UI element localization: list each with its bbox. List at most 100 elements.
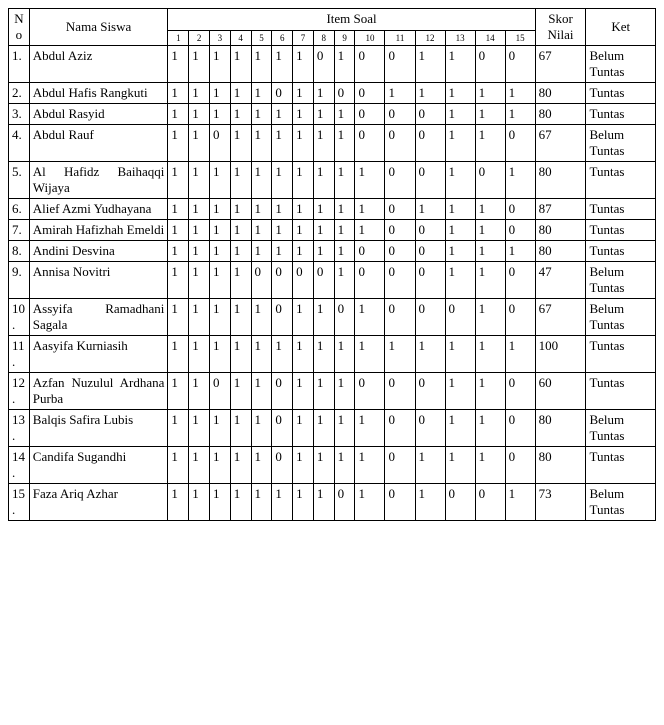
cell-ket: Tuntas: [586, 373, 656, 410]
cell-item: 1: [475, 125, 505, 162]
cell-item: 1: [272, 162, 293, 199]
cell-skor: 67: [535, 125, 586, 162]
score-table: N o Nama Siswa Item Soal Skor Nilai Ket …: [8, 8, 656, 521]
cell-item: 1: [251, 104, 272, 125]
cell-item: 1: [230, 220, 251, 241]
cell-item: 1: [313, 299, 334, 336]
cell-item: 1: [445, 104, 475, 125]
header-item: 15: [505, 30, 535, 45]
cell-item: 0: [415, 299, 445, 336]
cell-ket: Belum Tuntas: [586, 299, 656, 336]
cell-item: 1: [445, 336, 475, 373]
cell-no: 7.: [9, 220, 30, 241]
cell-item: 1: [355, 336, 385, 373]
cell-item: 1: [189, 373, 210, 410]
cell-no: 14.: [9, 447, 30, 484]
cell-item: 1: [209, 484, 230, 521]
header-item: 5: [251, 30, 272, 45]
cell-item: 1: [251, 125, 272, 162]
cell-item: 1: [189, 336, 210, 373]
cell-ket: Tuntas: [586, 162, 656, 199]
cell-item: 1: [505, 336, 535, 373]
cell-item: 0: [475, 46, 505, 83]
cell-item: 1: [505, 241, 535, 262]
table-row: 14.Candifa Sugandhi11111011110111080Tunt…: [9, 447, 656, 484]
cell-item: 0: [272, 410, 293, 447]
cell-item: 1: [272, 46, 293, 83]
cell-item: 1: [475, 104, 505, 125]
header-item: 12: [415, 30, 445, 45]
cell-item: 1: [505, 83, 535, 104]
cell-ket: Belum Tuntas: [586, 484, 656, 521]
cell-item: 1: [168, 447, 189, 484]
cell-item: 1: [475, 447, 505, 484]
cell-item: 1: [230, 241, 251, 262]
cell-item: 0: [505, 125, 535, 162]
cell-no: 8.: [9, 241, 30, 262]
cell-item: 0: [334, 83, 355, 104]
cell-item: 1: [475, 199, 505, 220]
cell-item: 0: [355, 46, 385, 83]
cell-item: 1: [334, 162, 355, 199]
cell-item: 1: [272, 125, 293, 162]
cell-item: 1: [445, 162, 475, 199]
cell-item: 1: [334, 262, 355, 299]
cell-item: 1: [475, 241, 505, 262]
cell-name: Abdul Aziz: [29, 46, 168, 83]
table-row: 2.Abdul Hafis Rangkuti11111011001111180T…: [9, 83, 656, 104]
cell-item: 1: [189, 162, 210, 199]
cell-item: 1: [313, 336, 334, 373]
cell-item: 1: [230, 104, 251, 125]
cell-item: 1: [189, 104, 210, 125]
cell-item: 1: [230, 125, 251, 162]
cell-item: 1: [334, 241, 355, 262]
cell-item: 1: [445, 373, 475, 410]
cell-skor: 73: [535, 484, 586, 521]
cell-item: 1: [415, 336, 445, 373]
cell-item: 1: [209, 410, 230, 447]
cell-item: 1: [355, 162, 385, 199]
cell-item: 0: [355, 373, 385, 410]
cell-item: 1: [168, 299, 189, 336]
cell-item: 1: [475, 262, 505, 299]
table-row: 8.Andini Desvina11111111100011180Tuntas: [9, 241, 656, 262]
cell-item: 1: [272, 220, 293, 241]
cell-item: 0: [251, 262, 272, 299]
cell-item: 1: [293, 299, 314, 336]
cell-item: 1: [251, 484, 272, 521]
cell-item: 0: [385, 125, 415, 162]
cell-item: 0: [505, 410, 535, 447]
cell-item: 0: [505, 220, 535, 241]
cell-item: 0: [385, 104, 415, 125]
cell-item: 0: [415, 104, 445, 125]
cell-name: Azfan Nuzulul Ardhana Purba: [29, 373, 168, 410]
cell-item: 1: [385, 83, 415, 104]
cell-item: 1: [355, 447, 385, 484]
cell-item: 1: [251, 199, 272, 220]
cell-name: Alief Azmi Yudhayana: [29, 199, 168, 220]
cell-item: 0: [415, 373, 445, 410]
table-row: 3.Abdul Rasyid11111111100011180Tuntas: [9, 104, 656, 125]
cell-name: Annisa Novitri: [29, 262, 168, 299]
header-item: 6: [272, 30, 293, 45]
cell-item: 1: [230, 336, 251, 373]
table-row: 13.Balqis Safira Lubis11111011110011080B…: [9, 410, 656, 447]
cell-item: 1: [209, 199, 230, 220]
header-item-soal: Item Soal: [168, 9, 535, 31]
cell-item: 0: [505, 373, 535, 410]
header-item: 10: [355, 30, 385, 45]
cell-item: 1: [230, 46, 251, 83]
cell-item: 1: [189, 83, 210, 104]
cell-item: 1: [251, 241, 272, 262]
cell-item: 1: [293, 336, 314, 373]
cell-item: 1: [189, 262, 210, 299]
cell-item: 1: [293, 46, 314, 83]
table-row: 7.Amirah Hafizhah Emeldi1111111111001108…: [9, 220, 656, 241]
cell-item: 1: [168, 46, 189, 83]
cell-ket: Tuntas: [586, 199, 656, 220]
table-row: 10.Assyifa Ramadhani Sagala1111101101000…: [9, 299, 656, 336]
cell-item: 1: [168, 373, 189, 410]
cell-item: 1: [334, 125, 355, 162]
cell-item: 0: [415, 262, 445, 299]
cell-item: 1: [475, 220, 505, 241]
